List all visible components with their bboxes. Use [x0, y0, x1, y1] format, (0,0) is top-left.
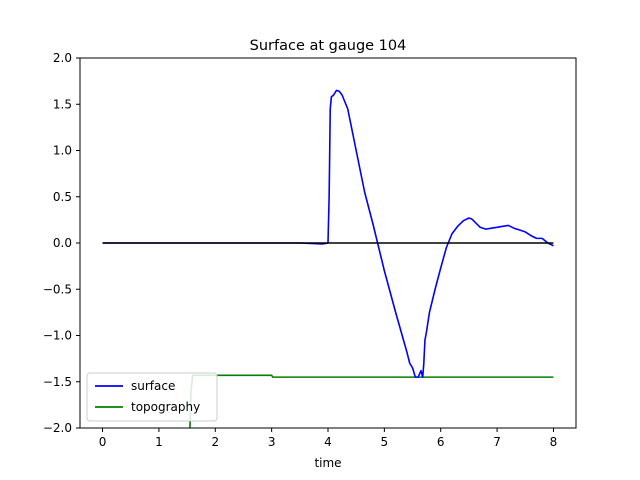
x-tick-label: 1: [155, 435, 163, 449]
x-tick-label: 0: [99, 435, 107, 449]
x-tick-label: 5: [381, 435, 389, 449]
y-tick-label: 0.0: [53, 236, 72, 250]
y-tick-label: −1.5: [43, 375, 72, 389]
legend: surface topography: [86, 372, 218, 422]
y-tick-label: 1.5: [53, 97, 72, 111]
x-tick-label: 2: [211, 435, 219, 449]
x-tick-label: 7: [493, 435, 501, 449]
x-tick-label: 3: [268, 435, 276, 449]
x-tick-label: 4: [324, 435, 332, 449]
x-tick-label: 6: [437, 435, 445, 449]
y-tick-label: 1.0: [53, 144, 72, 158]
x-axis-label: time: [314, 456, 341, 470]
legend-surface-label: surface: [131, 379, 175, 393]
y-axis-ticks: −2.0 −1.5 −1.0 −0.5 0.0 0.5 1.0 1.5 2.0: [43, 51, 80, 435]
y-tick-label: −1.0: [43, 329, 72, 343]
legend-box: [86, 372, 218, 422]
legend-topography-label: topography: [131, 400, 200, 414]
y-tick-label: 2.0: [53, 51, 72, 65]
y-tick-label: −0.5: [43, 282, 72, 296]
chart-title: Surface at gauge 104: [250, 38, 407, 54]
x-tick-label: 8: [550, 435, 558, 449]
series-line-surface: [102, 89, 554, 378]
y-tick-label: 0.5: [53, 190, 72, 204]
x-axis-ticks: 0 1 2 3 4 5 6 7 8: [99, 428, 558, 449]
y-tick-label: −2.0: [43, 421, 72, 435]
